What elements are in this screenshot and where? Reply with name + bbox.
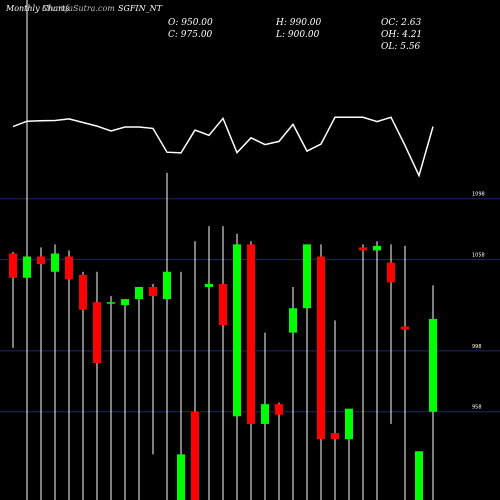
candle-body-down — [37, 256, 45, 265]
candle-body-up — [135, 286, 143, 300]
candle-body-up — [121, 299, 129, 306]
candle-body-up — [415, 451, 423, 500]
candle-body-down — [275, 404, 283, 415]
ol-value: OL: 5.56 — [381, 42, 421, 52]
low-value: L: 900.00 — [276, 30, 320, 40]
candle-body-up — [51, 253, 59, 272]
y-tick-label: 1058 — [472, 253, 485, 259]
candle-body-up — [205, 283, 213, 287]
candle-body-down — [247, 244, 255, 424]
source-label: MunafaSutra.com — [42, 4, 115, 13]
oh-value: OH: 4.21 — [381, 30, 423, 40]
close-value: C: 975.00 — [168, 30, 213, 40]
candle-body-down — [219, 283, 227, 325]
candle-body-down — [401, 326, 409, 330]
indicator-polyline — [12, 116, 434, 178]
y-tick-label: 1098 — [472, 192, 485, 198]
candle-body-down — [359, 247, 367, 251]
candle-body-up — [345, 408, 353, 440]
candle-body-up — [429, 318, 437, 412]
y-tick-label: 958 — [472, 405, 482, 411]
candle-body-up — [261, 404, 269, 424]
candle-body-up — [289, 308, 297, 333]
candle-body-down — [9, 253, 17, 278]
chart-title: Monthly Charts — [6, 4, 69, 13]
indicator-line — [12, 116, 434, 178]
candlesticks — [9, 0, 437, 500]
candle-body-up — [373, 245, 381, 251]
candle-body-up — [303, 244, 311, 309]
oc-value: OC: 2.63 — [381, 18, 422, 28]
chart-title-text: Monthly Charts — [6, 4, 70, 13]
candle-body-down — [93, 302, 101, 364]
candle-body-down — [149, 286, 157, 297]
candle-body-down — [387, 262, 395, 283]
high-value: H: 990.00 — [276, 18, 322, 28]
candle-body-up — [177, 454, 185, 500]
candle-body-down — [65, 256, 73, 280]
open-value: O: 950.00 — [168, 18, 213, 28]
candle-body-up — [163, 271, 171, 300]
candle-body-up — [107, 302, 115, 304]
candle-body-down — [191, 411, 199, 500]
candle-body-down — [317, 256, 325, 440]
y-tick-label: 998 — [472, 344, 482, 350]
candle-body-down — [79, 274, 87, 310]
candle-body-down — [331, 433, 339, 440]
candle-body-up — [233, 244, 241, 417]
symbol-label: SGFIN_NT — [118, 4, 162, 13]
candle-body-up — [23, 256, 31, 278]
